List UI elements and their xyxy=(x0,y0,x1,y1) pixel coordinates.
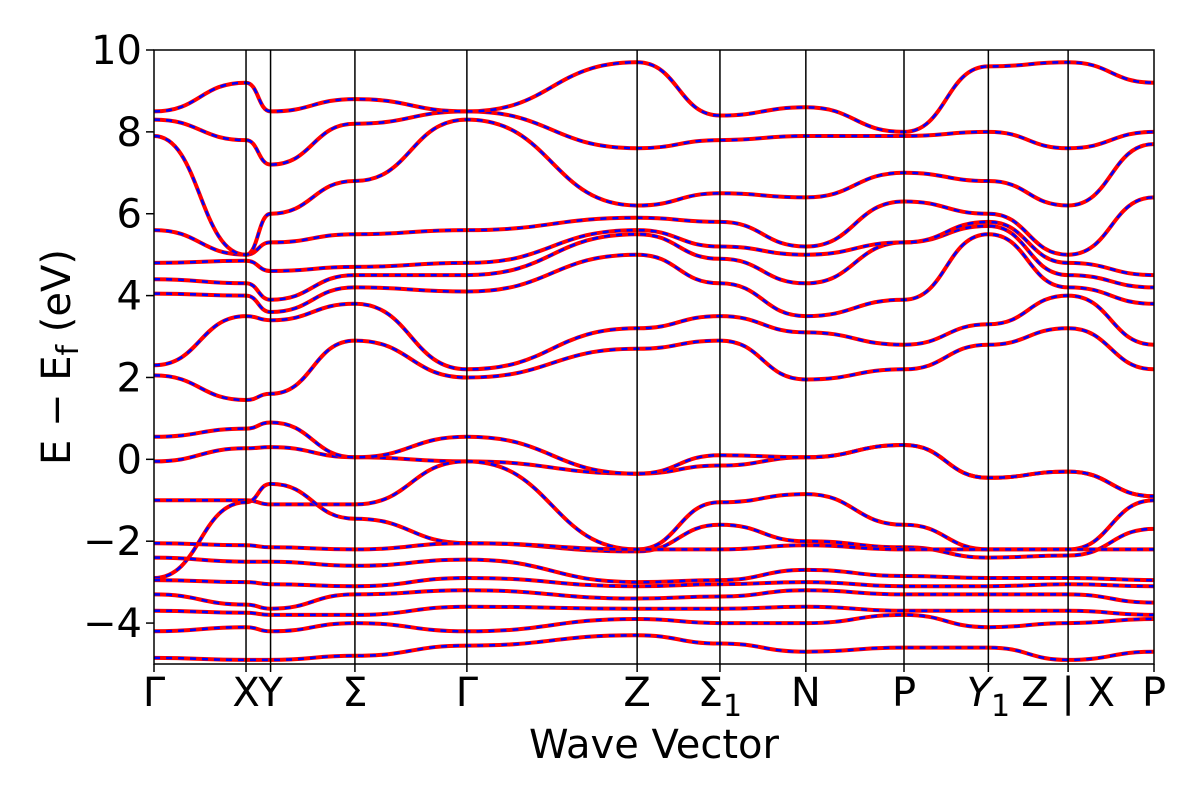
band-line-dashed xyxy=(154,327,1154,402)
band-line-dashed xyxy=(154,576,1154,588)
band-line-dashed xyxy=(154,61,1154,134)
band-line-dashed xyxy=(154,220,1154,277)
x-tick-label: N xyxy=(791,670,821,716)
x-tick-label: Σ xyxy=(342,670,367,716)
band-line-solid xyxy=(154,109,1154,167)
y-tick-label: 10 xyxy=(91,28,142,74)
x-tick-label: P xyxy=(1142,670,1166,716)
x-tick-label: X xyxy=(232,670,259,716)
x-axis-label: Wave Vector xyxy=(529,722,780,768)
y-tick-label: 0 xyxy=(117,437,142,483)
band-line-dashed xyxy=(154,613,1154,633)
x-tick-label: Z xyxy=(623,670,650,716)
band-line-solid xyxy=(154,612,1154,634)
y-tick-label: 2 xyxy=(117,355,142,401)
high-symmetry-lines xyxy=(245,50,1069,664)
band-line-dashed xyxy=(154,224,1154,301)
band-line-dashed xyxy=(154,232,1154,318)
band-line-dashed xyxy=(154,118,1154,256)
y-axis-label: E − Ef (eV) xyxy=(34,249,86,465)
y-tick-label: 8 xyxy=(117,110,142,156)
x-tick-label: Σ1 xyxy=(698,670,742,724)
band-line-solid xyxy=(154,588,1154,611)
x-tick-label: P xyxy=(892,670,916,716)
band-line-solid xyxy=(154,60,1154,134)
band-line-solid xyxy=(154,604,1154,617)
band-line-dashed xyxy=(154,556,1154,584)
y-tick-label: 6 xyxy=(117,192,142,238)
plot-frame xyxy=(153,49,1155,665)
y-tick-label: 4 xyxy=(117,274,142,320)
x-tick-label: Γ xyxy=(143,670,166,716)
y-tick-label: −2 xyxy=(83,519,142,565)
x-tick-label: Y1 xyxy=(967,670,1011,724)
band-line-dashed xyxy=(154,634,1154,662)
band-line-solid xyxy=(154,420,1154,499)
bands-layer xyxy=(154,60,1154,662)
x-tick-label: Y xyxy=(257,670,283,716)
y-axis-ticks: −4 −2 0 2 4 6 8 10 xyxy=(83,28,154,647)
band-line-solid xyxy=(154,326,1154,403)
x-axis-ticks: Γ XY Σ Γ Z Σ1 N P Y1 Z | X P xyxy=(143,664,1166,724)
x-tick-label: Γ xyxy=(456,670,479,716)
band-line-dashed xyxy=(154,110,1154,166)
y-tick-label: −4 xyxy=(83,601,142,647)
x-tick-label: Z | X xyxy=(1021,670,1115,716)
band-line-dashed xyxy=(154,421,1154,498)
